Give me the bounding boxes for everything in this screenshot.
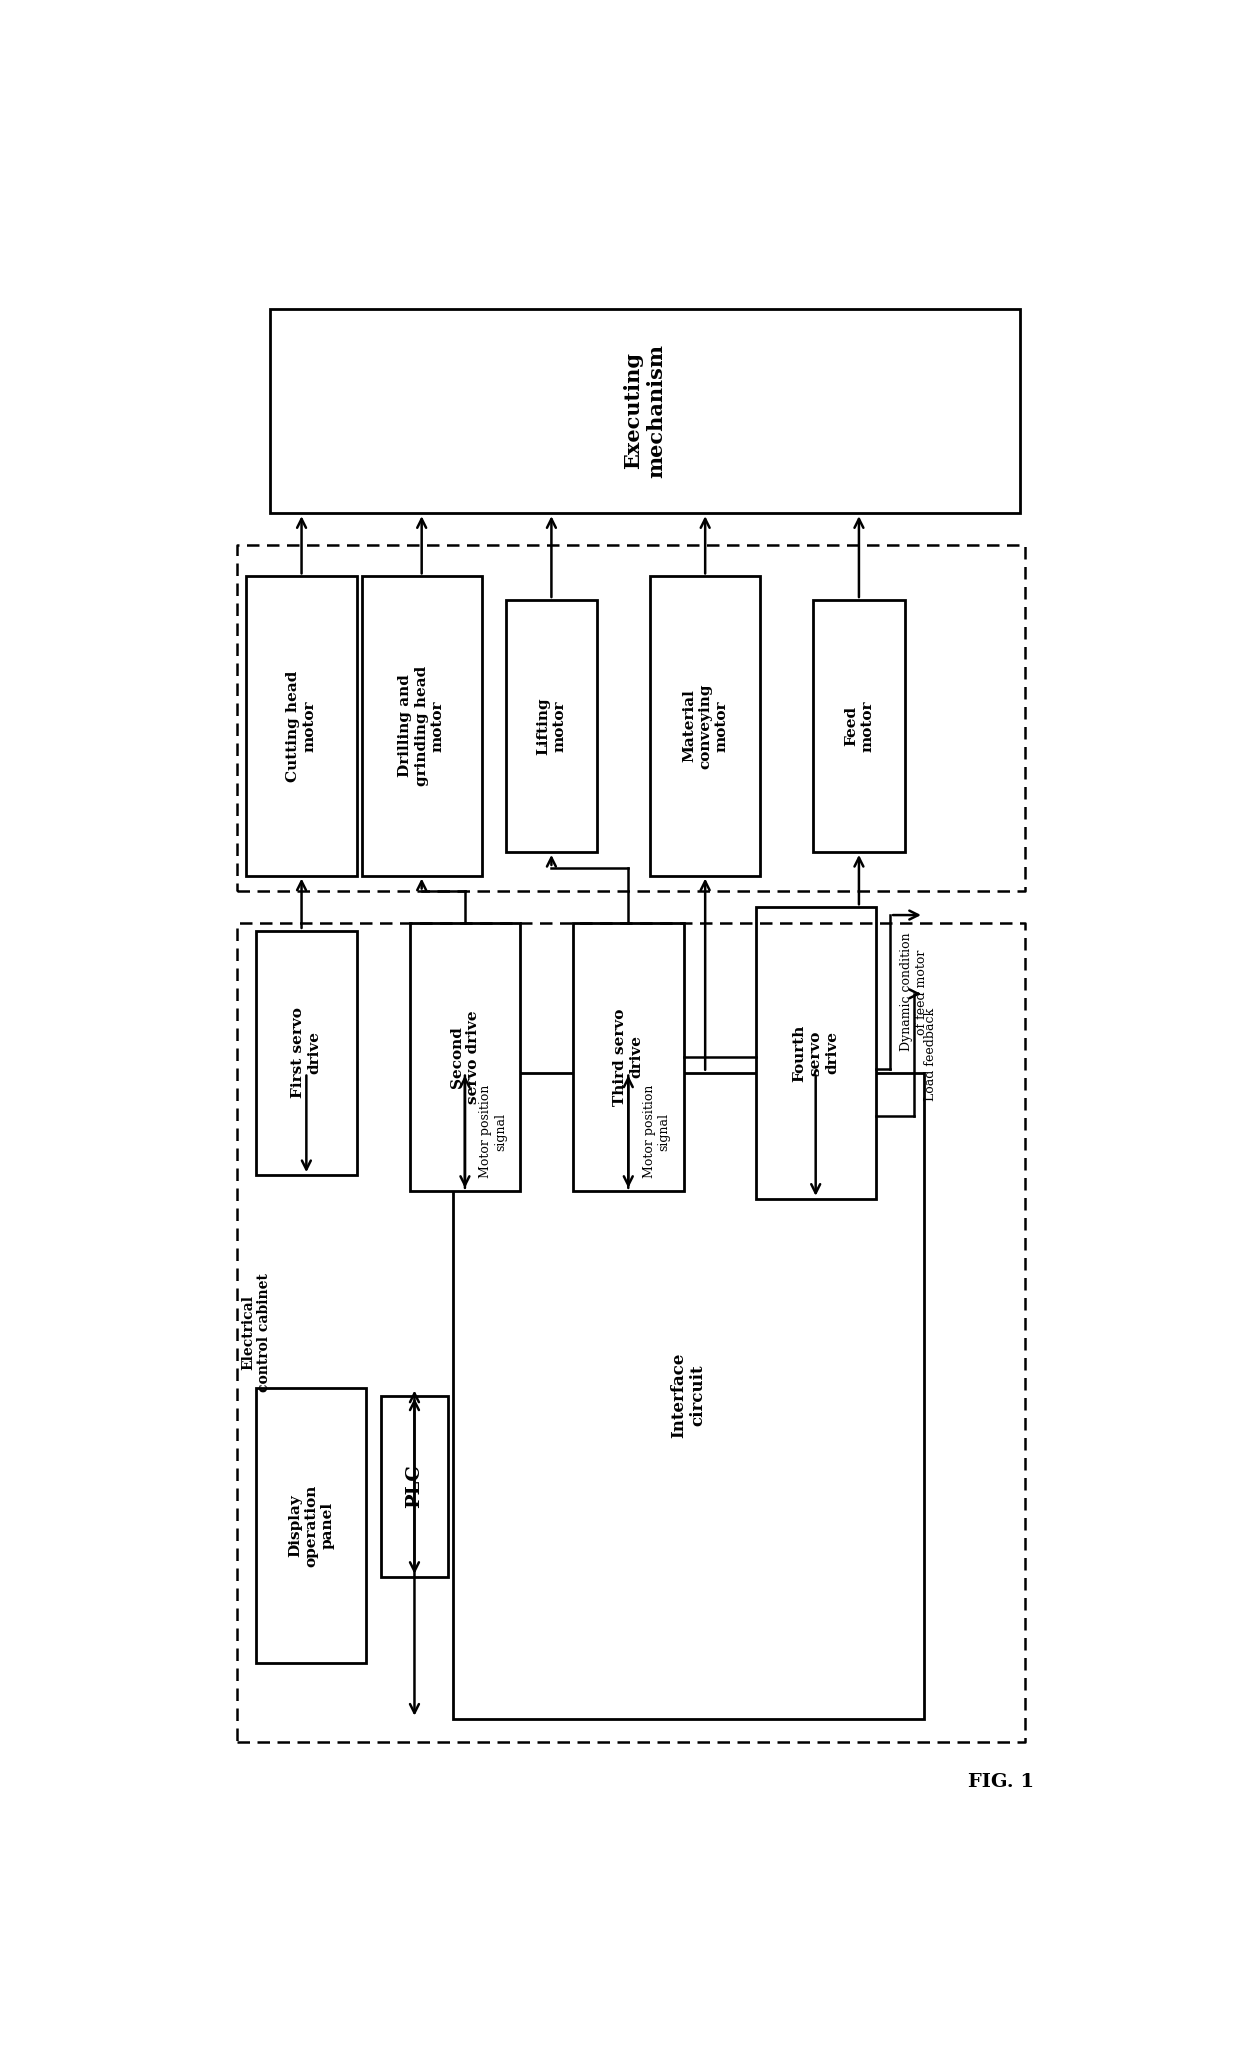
Text: Cutting head
motor: Cutting head motor: [286, 671, 316, 782]
Bar: [755, 906, 875, 1199]
Text: Feed
motor: Feed motor: [844, 700, 874, 751]
Text: Dynamic condition
of feed motor: Dynamic condition of feed motor: [900, 933, 928, 1052]
Text: Motor position
signal: Motor position signal: [642, 1084, 671, 1178]
Bar: [255, 931, 357, 1174]
Text: Material
conveying
motor: Material conveying motor: [682, 683, 728, 769]
Text: First servo
drive: First servo drive: [291, 1007, 321, 1099]
Bar: [650, 577, 760, 876]
Bar: [381, 1395, 448, 1577]
Text: PLC: PLC: [405, 1465, 424, 1508]
Bar: [453, 1072, 924, 1719]
Bar: [247, 577, 357, 876]
Text: Motor position
signal: Motor position signal: [480, 1084, 507, 1178]
Text: Fourth
servo
drive: Fourth servo drive: [792, 1025, 839, 1082]
Text: Display
operation
panel: Display operation panel: [288, 1483, 335, 1567]
Bar: [813, 599, 905, 851]
Bar: [255, 1387, 367, 1663]
Bar: [362, 577, 481, 876]
Text: Second
servo drive: Second servo drive: [450, 1011, 480, 1103]
Bar: [573, 923, 683, 1191]
Text: FIG. 1: FIG. 1: [967, 1772, 1034, 1790]
Text: Lifting
motor: Lifting motor: [537, 698, 567, 755]
Text: Interface
circuit: Interface circuit: [670, 1352, 707, 1438]
Bar: [506, 599, 596, 851]
Bar: [270, 309, 1021, 514]
Text: Third servo
drive: Third servo drive: [614, 1009, 644, 1105]
Bar: [409, 923, 521, 1191]
Text: Executing
mechanism: Executing mechanism: [624, 344, 667, 479]
Text: Drilling and
grinding head
motor: Drilling and grinding head motor: [398, 665, 445, 786]
Text: Electrical
control cabinet: Electrical control cabinet: [241, 1273, 272, 1391]
Text: Load feedback: Load feedback: [924, 1009, 936, 1101]
